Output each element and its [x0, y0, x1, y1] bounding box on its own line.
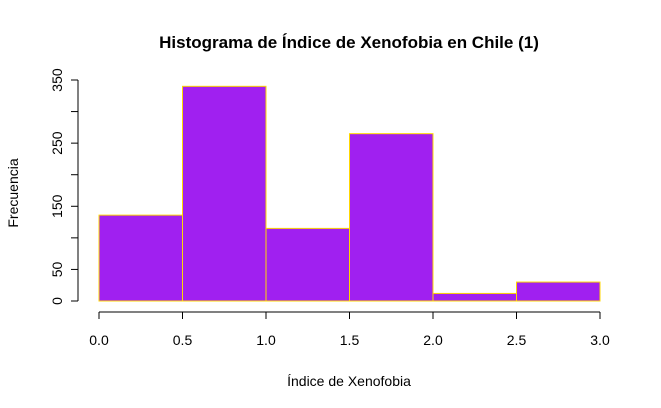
x-tick-label: 1.5: [340, 332, 360, 348]
x-tick-label: 0.5: [173, 332, 193, 348]
histogram-bar: [432, 292, 517, 302]
y-axis: 0 50 150 250 350: [49, 68, 79, 305]
y-axis-label: Frecuencia: [5, 158, 21, 227]
y-tick-label: 50: [49, 261, 65, 277]
x-tick-label: 3.0: [590, 332, 610, 348]
y-tick-label: 250: [49, 131, 65, 155]
y-tick-label: 0: [49, 297, 65, 305]
x-tick-label: 1.0: [256, 332, 276, 348]
x-tick-label: 2.5: [507, 332, 527, 348]
histogram-bar: [182, 85, 267, 302]
x-axis: 0.0 0.5 1.0 1.5 2.0 2.5 3.0: [89, 311, 610, 348]
bars-group: [98, 85, 601, 302]
histogram-bar: [516, 281, 601, 302]
chart-title: Histograma de Índice de Xenofobia en Chi…: [159, 33, 539, 52]
x-tick-label: 0.0: [89, 332, 109, 348]
x-axis-label: Índice de Xenofobia: [287, 373, 411, 389]
histogram-bar: [98, 214, 183, 302]
y-tick-label: 150: [49, 194, 65, 218]
histogram-bar: [349, 133, 434, 302]
histogram-bar: [265, 227, 350, 302]
x-tick-label: 2.0: [423, 332, 443, 348]
y-tick-label: 350: [49, 68, 65, 92]
